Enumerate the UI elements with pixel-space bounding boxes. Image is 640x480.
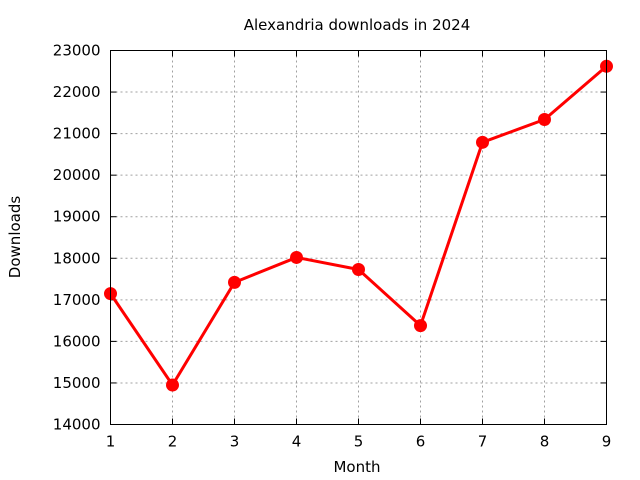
- y-tick-label: 20000: [53, 166, 101, 184]
- x-tick-label: 8: [540, 433, 550, 451]
- data-point: [228, 275, 241, 289]
- data-point: [476, 135, 489, 149]
- y-tick-label: 19000: [53, 208, 101, 226]
- y-tick-label: 17000: [53, 291, 101, 309]
- data-series: [104, 59, 613, 392]
- x-tick-label: 9: [602, 433, 612, 451]
- y-tick-label: 18000: [53, 249, 101, 267]
- data-point: [414, 319, 427, 333]
- x-tick-label: 4: [292, 433, 302, 451]
- chart-title: Alexandria downloads in 2024: [244, 16, 471, 34]
- data-point: [352, 262, 365, 276]
- x-tick-label: 1: [106, 433, 116, 451]
- x-tick-label: 2: [168, 433, 178, 451]
- axis-ticks: 1 2 3 4 5 6 7 8 9 14000 15000 16000 17000 18000 19000 2…: [53, 42, 611, 451]
- y-tick-label: 21000: [53, 125, 101, 143]
- data-point: [538, 112, 551, 126]
- data-point: [166, 378, 179, 392]
- x-tick-label: 6: [416, 433, 426, 451]
- x-tick-label: 7: [478, 433, 488, 451]
- x-tick-label: 5: [354, 433, 364, 451]
- x-axis-label: Month: [333, 458, 380, 476]
- y-tick-label: 23000: [53, 42, 101, 60]
- y-tick-label: 16000: [53, 332, 101, 350]
- y-tick-label: 15000: [53, 374, 101, 392]
- y-axis-label: Downloads: [6, 196, 24, 279]
- plot-frame: [110, 50, 607, 425]
- x-tick-label: 3: [230, 433, 240, 451]
- y-tick-label: 14000: [53, 416, 101, 434]
- y-tick-label: 22000: [53, 83, 101, 101]
- grid: [110, 50, 607, 425]
- data-point: [290, 250, 303, 264]
